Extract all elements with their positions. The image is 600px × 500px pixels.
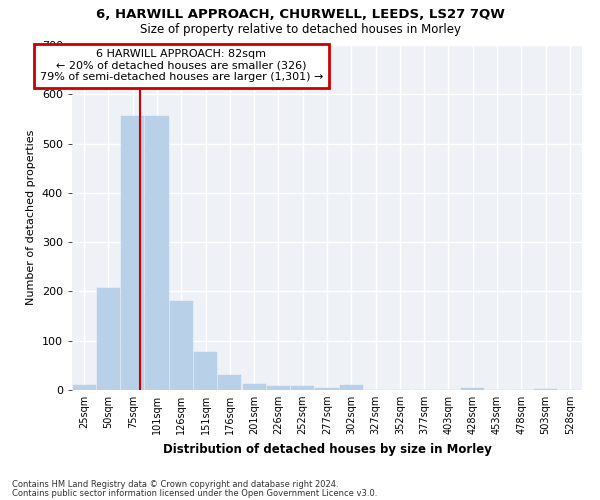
Bar: [340, 385, 363, 390]
Bar: [291, 386, 314, 390]
Text: 6 HARWILL APPROACH: 82sqm
← 20% of detached houses are smaller (326)
79% of semi: 6 HARWILL APPROACH: 82sqm ← 20% of detac…: [40, 49, 323, 82]
Bar: [267, 386, 290, 390]
Bar: [316, 388, 338, 390]
Bar: [194, 352, 217, 390]
Bar: [121, 116, 144, 390]
Y-axis label: Number of detached properties: Number of detached properties: [26, 130, 36, 305]
Text: Contains HM Land Registry data © Crown copyright and database right 2024.: Contains HM Land Registry data © Crown c…: [12, 480, 338, 489]
Bar: [73, 385, 95, 390]
Bar: [170, 302, 193, 390]
X-axis label: Distribution of detached houses by size in Morley: Distribution of detached houses by size …: [163, 442, 491, 456]
Text: 6, HARWILL APPROACH, CHURWELL, LEEDS, LS27 7QW: 6, HARWILL APPROACH, CHURWELL, LEEDS, LS…: [95, 8, 505, 20]
Text: Contains public sector information licensed under the Open Government Licence v3: Contains public sector information licen…: [12, 488, 377, 498]
Bar: [461, 388, 484, 390]
Bar: [534, 388, 557, 390]
Bar: [97, 288, 120, 390]
Bar: [242, 384, 266, 390]
Text: Size of property relative to detached houses in Morley: Size of property relative to detached ho…: [139, 22, 461, 36]
Bar: [218, 375, 241, 390]
Bar: [145, 116, 169, 390]
